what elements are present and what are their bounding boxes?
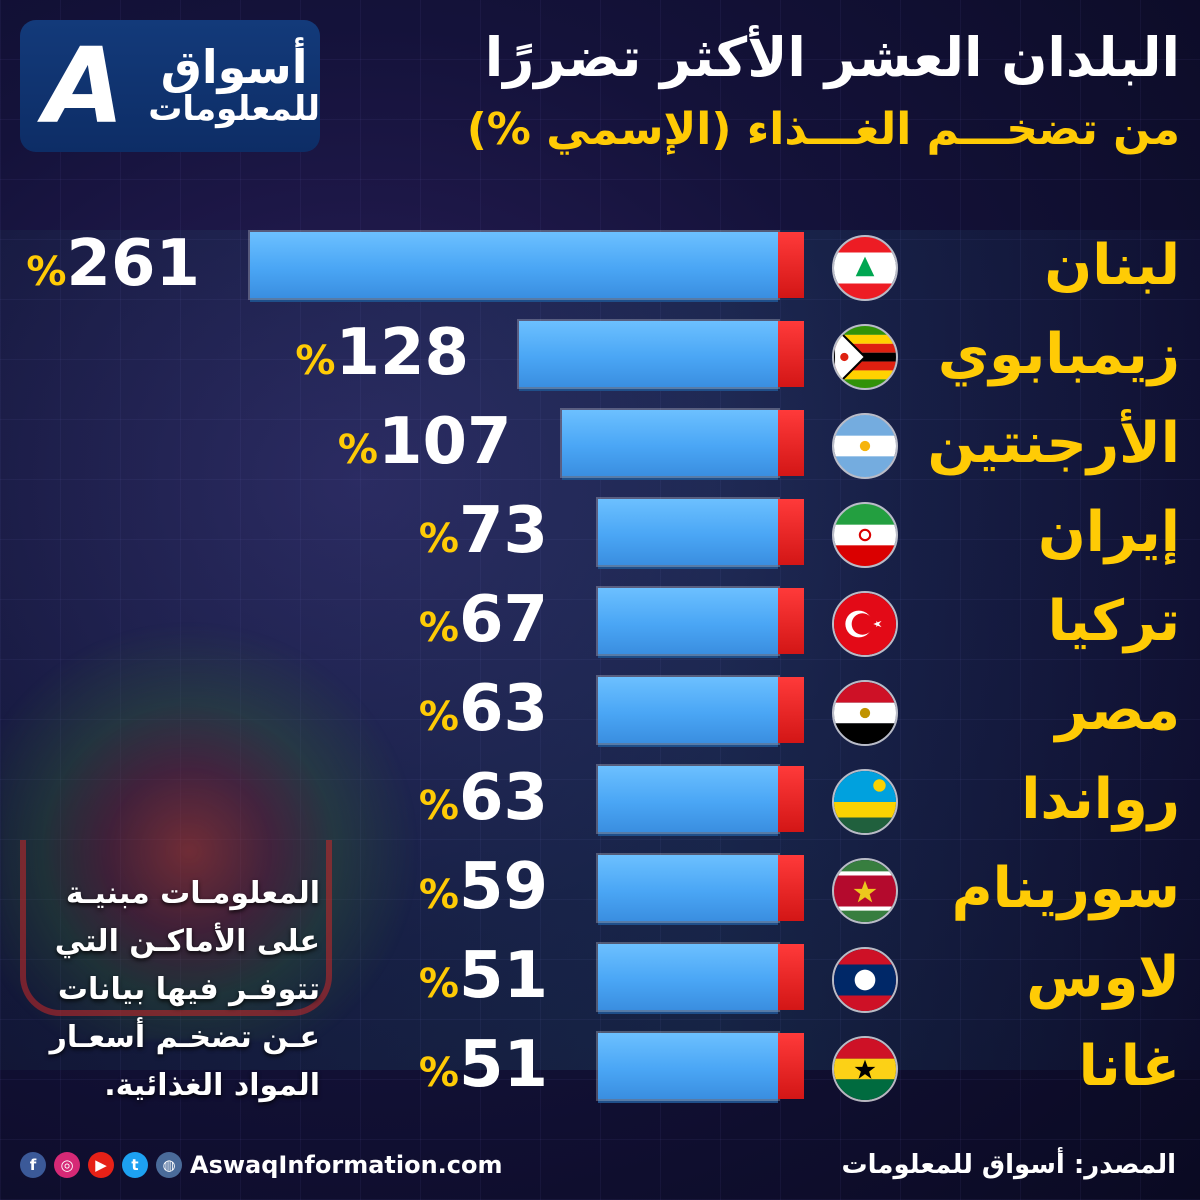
instagram-icon[interactable]: ◎ [54,1152,80,1178]
iran-flag [832,502,898,568]
value-number: 261 [66,227,200,301]
ghana-flag [832,1036,898,1102]
bar-value-label: %261 [0,226,200,301]
rwanda-flag [832,769,898,835]
country-label: رواندا [1021,767,1180,832]
bar-value-label: %63 [0,671,548,746]
country-label: تركيا [1047,589,1180,654]
value-number: 63 [458,761,548,835]
bar-end-cap [778,944,804,1010]
bar [519,321,804,387]
bar-row: %107 الأرجنتين [0,405,1200,480]
bar-row: %67 تركيا [0,583,1200,658]
bar-value-label: %128 [0,315,469,390]
bar [598,588,804,654]
bar [598,1033,804,1099]
bar-value-label: %59 [0,849,548,924]
country-label: إيران [1037,500,1180,565]
percent-sign: % [337,427,378,473]
globe-icon[interactable]: ◍ [156,1152,182,1178]
laos-flag [832,947,898,1013]
bar-end-cap [778,232,804,298]
bar-end-cap [778,855,804,921]
country-label: لبنان [1044,233,1180,298]
bar-row: %51 لاوس [0,939,1200,1014]
logo-line-2: للمعلومات [148,89,320,130]
percent-sign: % [418,1050,459,1096]
bar-row: %59 سورينام [0,850,1200,925]
bar [598,499,804,565]
bar-value-label: %51 [0,938,548,1013]
percent-sign: % [26,249,67,295]
bar [598,677,804,743]
bar-row: %128 زيمبابوي [0,316,1200,391]
bar-end-cap [778,677,804,743]
facebook-icon[interactable]: f [20,1152,46,1178]
value-number: 59 [458,850,548,924]
bar [598,766,804,832]
zimbabwe-flag [832,324,898,390]
value-number: 73 [458,494,548,568]
grocery-basket-image [0,620,420,1040]
egypt-flag [832,680,898,746]
bar-value-label: %73 [0,493,548,568]
bar-end-cap [778,766,804,832]
country-label: مصر [1055,678,1180,743]
bar-row: %63 رواندا [0,761,1200,836]
bar-row: %261 لبنان [0,227,1200,302]
value-number: 63 [458,672,548,746]
bar-end-cap [777,321,804,387]
chart-subtitle: من تضخـــم الغـــذاء (الإسمي %) [466,104,1180,155]
country-label: لاوس [1026,945,1180,1010]
turkey-flag [832,591,898,657]
data-note: المعلومـات مبنيـة على الأماكـن التي تتوف… [49,876,320,1103]
country-label: غانا [1078,1034,1180,1099]
argentina-flag [832,413,898,479]
logo-line-1: أسواق [160,40,308,95]
bar [250,232,804,298]
percent-sign: % [418,961,459,1007]
country-label: زيمبابوي [937,322,1180,387]
bar-row: %63 مصر [0,672,1200,747]
bar-end-cap [778,499,804,565]
bar-value-label: %51 [0,1027,548,1102]
footer-website: f ◎ ▶ t ◍ AswaqInformation.com [20,1145,503,1185]
percent-sign: % [418,605,459,651]
value-number: 51 [458,939,548,1013]
twitter-icon[interactable]: t [122,1152,148,1178]
value-number: 107 [377,405,512,479]
value-number: 51 [458,1028,548,1102]
source-credit: المصدر: أسواق للمعلومات [841,1150,1176,1180]
youtube-icon[interactable]: ▶ [88,1152,114,1178]
lebanon-flag [832,235,898,301]
bar-value-label: %63 [0,760,548,835]
bar-value-label: %67 [0,582,548,657]
bar-end-cap [777,410,804,476]
value-number: 67 [458,583,548,657]
percent-sign: % [418,694,459,740]
website-link[interactable]: AswaqInformation.com [190,1151,503,1179]
bar [561,410,804,476]
bar [598,944,804,1010]
country-label: سورينام [951,856,1180,921]
percent-sign: % [418,783,459,829]
country-label: الأرجنتين [927,411,1180,476]
logo-a-icon: A [43,25,125,147]
logo-text: أسواق للمعلومات [148,43,320,129]
bar-row: %73 إيران [0,494,1200,569]
bar-row: %51 غانا [0,1028,1200,1103]
suriname-flag [832,858,898,924]
percent-sign: % [295,338,336,384]
percent-sign: % [418,872,459,918]
percent-sign: % [418,516,459,562]
bar-value-label: %107 [0,404,512,479]
bar [598,855,804,921]
grocery-basket-rim [20,840,332,1016]
bar-end-cap [778,1033,804,1099]
chart-title: البلدان العشر الأكثر تضررًا [484,26,1180,89]
bar-end-cap [778,588,804,654]
brand-logo: A أسواق للمعلومات [20,20,320,152]
value-number: 128 [335,316,470,390]
